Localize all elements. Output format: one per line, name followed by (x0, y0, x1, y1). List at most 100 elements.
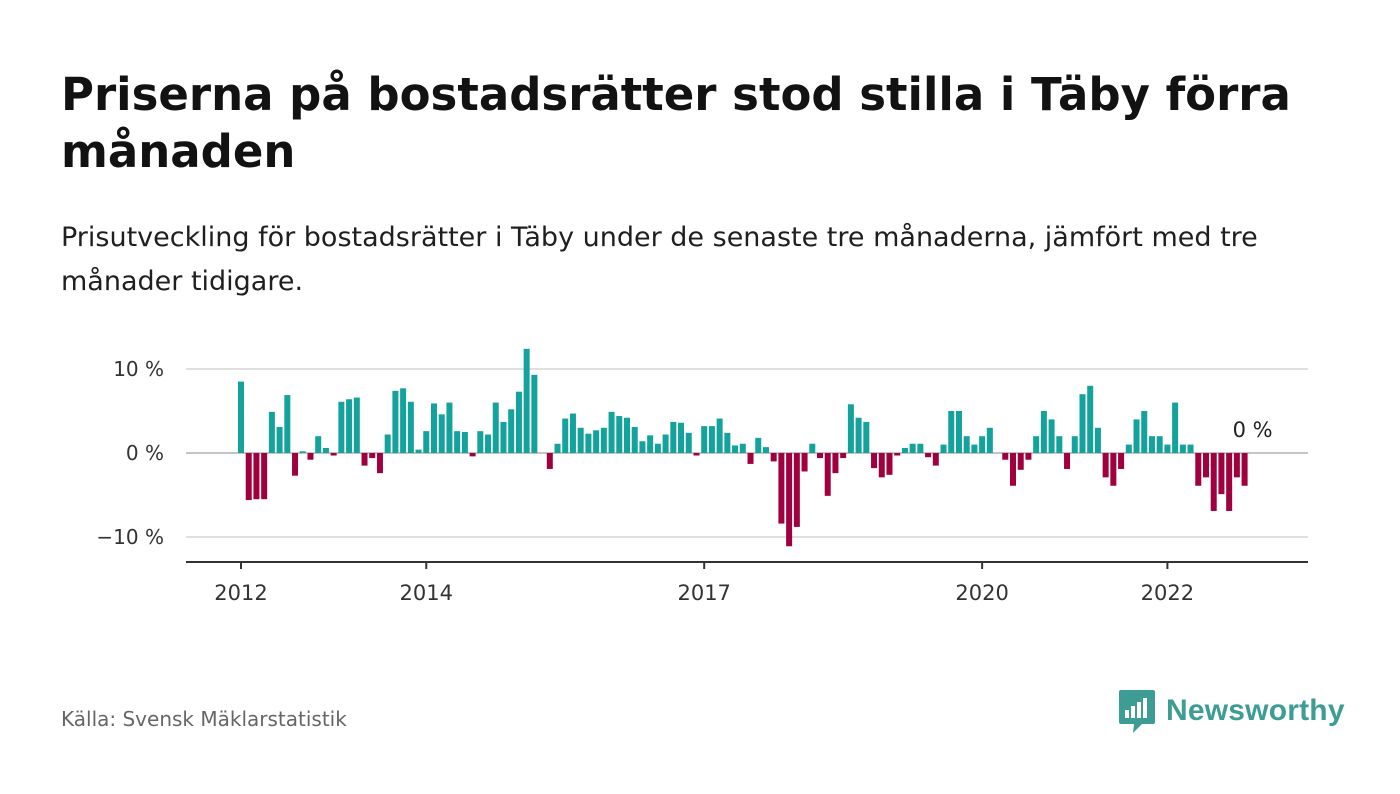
bar (732, 445, 739, 453)
bar (1010, 453, 1016, 486)
bar (693, 453, 700, 456)
bar (1164, 444, 1171, 453)
newsworthy-logo-icon (1119, 690, 1155, 733)
bar (778, 453, 785, 524)
bar (917, 443, 924, 453)
chart-subtitle: Prisutveckling för bostadsrätter i Täby … (61, 222, 1258, 297)
bar (855, 417, 862, 453)
bar (431, 403, 437, 453)
bar (400, 388, 407, 453)
bar (1233, 453, 1240, 478)
bar (1025, 453, 1032, 460)
bar (1172, 402, 1179, 453)
bar (600, 427, 607, 453)
bar (1064, 453, 1071, 469)
bar (1087, 385, 1094, 453)
bar (1048, 419, 1055, 453)
bar (585, 433, 592, 453)
bar (847, 404, 854, 453)
bar (346, 399, 353, 453)
bar (376, 453, 383, 474)
bar (1156, 436, 1163, 453)
bar (1210, 453, 1217, 511)
bar (1226, 453, 1233, 511)
x-tick-label: 2020 (955, 581, 1008, 605)
bar (739, 443, 746, 453)
bar (361, 453, 368, 466)
bar (1218, 453, 1225, 495)
bar (871, 453, 878, 469)
bar (415, 449, 422, 453)
bar (801, 453, 808, 472)
bar (832, 453, 839, 474)
x-tick-label: 2012 (214, 581, 267, 605)
bar (817, 453, 823, 459)
bar (423, 431, 430, 453)
bar (685, 432, 692, 453)
bar (1094, 427, 1101, 453)
source-note: Källa: Svensk Mäklarstatistik (61, 707, 347, 731)
bar (515, 391, 522, 453)
bar (292, 453, 299, 476)
bar (616, 416, 623, 453)
bar (353, 397, 360, 453)
bar (1148, 436, 1155, 453)
x-tick-label: 2022 (1141, 581, 1194, 605)
bar (979, 436, 986, 453)
bar (786, 453, 793, 547)
y-tick-label: −10 % (96, 525, 164, 549)
bar (593, 430, 600, 453)
bar (647, 435, 654, 453)
bar (1203, 453, 1209, 478)
brand-logo[interactable]: Newsworthy (1118, 688, 1345, 734)
bar (701, 426, 708, 453)
chart-title: Priserna på bostadsrätter stod stilla i … (61, 68, 1291, 178)
bar-chart: 10 % 0 % −10 % 2012 2014 2017 2020 2022 0 % (96, 348, 1308, 605)
bar (770, 453, 777, 462)
bar (1017, 453, 1024, 470)
bar (708, 426, 715, 453)
bar (901, 447, 908, 453)
bar (500, 421, 507, 453)
bar (863, 421, 870, 453)
bar (1179, 444, 1186, 453)
bar (886, 453, 893, 475)
bar (948, 411, 955, 453)
bar (1079, 394, 1086, 453)
bar (477, 431, 484, 453)
bar (446, 402, 453, 453)
bar (577, 427, 584, 453)
bar (268, 411, 275, 453)
bar (963, 436, 970, 453)
bar (608, 411, 615, 453)
bar (276, 426, 283, 453)
bar (678, 422, 685, 453)
bar (716, 418, 723, 453)
bar (1040, 411, 1047, 453)
bar (662, 434, 669, 453)
bar (299, 451, 306, 453)
bar (624, 417, 630, 453)
bar (253, 453, 260, 500)
bar (1187, 444, 1194, 453)
bar (1118, 453, 1125, 469)
bar (322, 447, 329, 453)
bar (508, 409, 515, 453)
brand-name: Newsworthy (1166, 694, 1345, 727)
bar (369, 453, 376, 459)
bar (940, 444, 947, 453)
bar (654, 443, 661, 453)
bar (724, 432, 731, 453)
bar (284, 395, 291, 453)
bar (461, 432, 468, 453)
bar (809, 443, 816, 453)
bar (925, 453, 932, 458)
bar (762, 447, 769, 453)
bar (1110, 453, 1117, 486)
bar (1133, 419, 1140, 453)
bar (986, 427, 993, 453)
bar (438, 414, 445, 453)
bar (639, 441, 646, 453)
bar (392, 390, 399, 453)
bar (454, 431, 461, 453)
